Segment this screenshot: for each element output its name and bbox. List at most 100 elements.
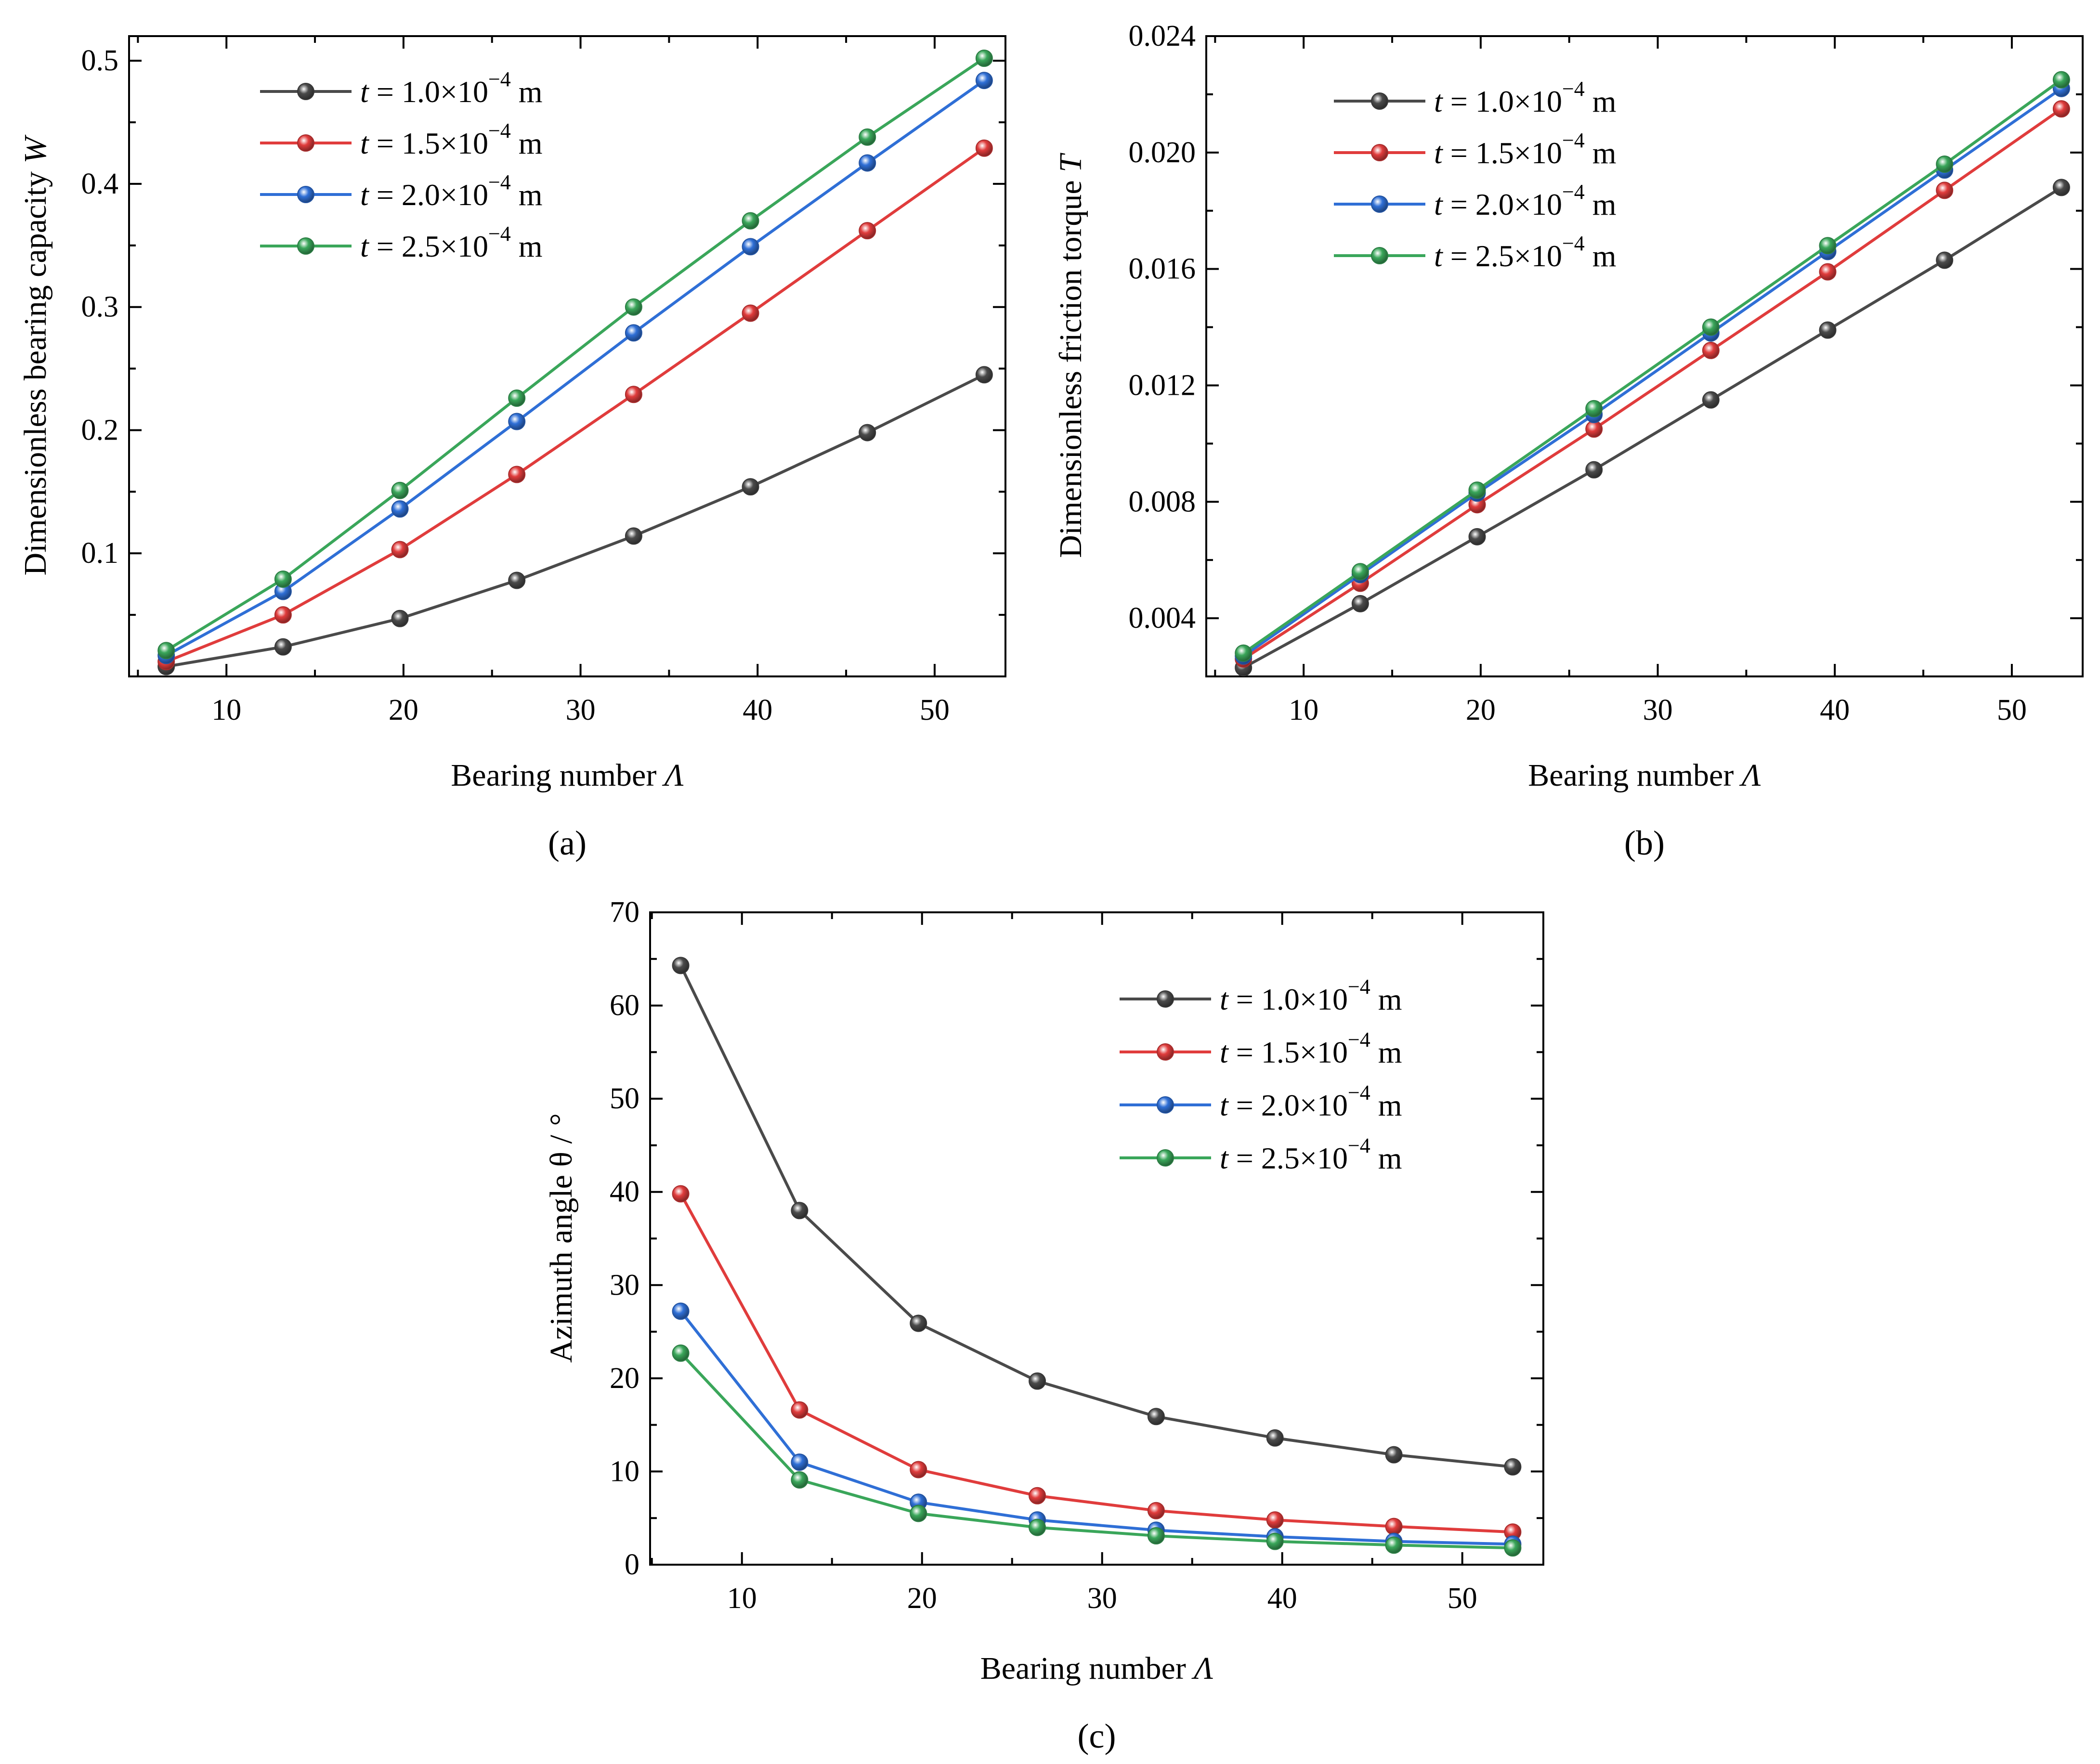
series-line bbox=[166, 373, 985, 668]
y-tick-label: 40 bbox=[610, 1176, 639, 1208]
data-point bbox=[975, 50, 993, 67]
legend-label: t = 1.5×10−4 m bbox=[360, 119, 543, 160]
x-tick-label: 40 bbox=[1820, 694, 1850, 726]
data-point bbox=[1266, 1532, 1284, 1550]
series-3 bbox=[157, 72, 993, 664]
y-tick-label: 0.2 bbox=[81, 414, 119, 446]
x-tick-label: 10 bbox=[727, 1582, 757, 1615]
series-line bbox=[679, 964, 1513, 1468]
data-point bbox=[672, 957, 690, 974]
legend-label: t = 1.0×10−4 m bbox=[1220, 975, 1402, 1016]
data-point bbox=[2052, 179, 2070, 196]
panel-c: 10 20 30 40 50 0 10 20 30 40 50 60 70 Bearing number … bbox=[544, 896, 1544, 1755]
series-2 bbox=[157, 139, 993, 671]
data-point bbox=[910, 1505, 927, 1522]
data-point bbox=[742, 304, 759, 322]
series-line bbox=[1242, 107, 2062, 661]
series-1 bbox=[672, 957, 1522, 1476]
x-tick-label: 50 bbox=[920, 694, 950, 726]
data-point bbox=[391, 610, 409, 627]
data-point bbox=[391, 481, 409, 499]
plot-frame bbox=[128, 35, 1006, 677]
x-tick-label: 10 bbox=[211, 694, 241, 726]
data-point bbox=[672, 1344, 690, 1362]
x-tick-label: 30 bbox=[1087, 1582, 1117, 1615]
data-point bbox=[1819, 237, 1837, 255]
data-point bbox=[1819, 321, 1837, 339]
legend-label: t = 2.0×10−4 m bbox=[1434, 180, 1617, 221]
legend-marker bbox=[297, 83, 314, 100]
data-point bbox=[1029, 1372, 1046, 1390]
data-point bbox=[910, 1314, 927, 1332]
data-point bbox=[2052, 71, 2070, 89]
data-point bbox=[859, 222, 876, 240]
legend-label: t = 2.5×10−4 m bbox=[360, 222, 543, 263]
series-line bbox=[165, 79, 985, 657]
y-tick-label: 0.4 bbox=[81, 168, 119, 200]
data-point bbox=[1385, 1446, 1403, 1464]
data-point bbox=[742, 212, 759, 230]
data-point bbox=[1147, 1502, 1165, 1519]
x-axis-title: Bearing number Λ bbox=[1528, 758, 1761, 793]
legend-marker bbox=[297, 186, 314, 203]
series-line bbox=[1242, 186, 2062, 669]
data-point bbox=[1585, 420, 1603, 438]
data-point bbox=[1585, 461, 1603, 479]
legend-marker bbox=[1157, 1096, 1174, 1114]
data-point bbox=[274, 570, 292, 588]
data-point bbox=[672, 1185, 690, 1203]
panel-label: (c) bbox=[1078, 1717, 1116, 1755]
data-point bbox=[1351, 595, 1369, 612]
x-tick-label: 40 bbox=[1267, 1582, 1297, 1615]
series-3 bbox=[672, 1302, 1522, 1553]
y-axis-title: Dimensionless bearing capacity W‾ bbox=[0, 135, 53, 576]
series-line bbox=[679, 1310, 1513, 1546]
y-tick-label: 0.020 bbox=[1129, 136, 1196, 169]
y-tick-label: 70 bbox=[610, 896, 639, 929]
legend-label: t = 1.5×10−4 m bbox=[1220, 1028, 1402, 1069]
data-point bbox=[742, 238, 759, 256]
data-point bbox=[1468, 481, 1486, 499]
x-tick-label: 20 bbox=[389, 694, 418, 726]
data-point bbox=[910, 1461, 927, 1479]
data-point bbox=[1504, 1458, 1522, 1476]
y-tick-label: 0.5 bbox=[81, 44, 119, 77]
series-line bbox=[165, 57, 985, 652]
data-point bbox=[742, 478, 759, 496]
legend-marker bbox=[1371, 92, 1388, 110]
legend-label: t = 1.5×10−4 m bbox=[1434, 129, 1617, 170]
x-tick-label: 30 bbox=[566, 694, 596, 726]
data-point bbox=[157, 642, 175, 660]
series-line bbox=[1242, 87, 2062, 658]
data-point bbox=[274, 638, 292, 656]
data-point bbox=[975, 139, 993, 157]
series-2 bbox=[672, 1185, 1522, 1541]
data-point bbox=[1936, 182, 1954, 199]
data-point bbox=[1351, 563, 1369, 581]
y-tick-label: 0 bbox=[625, 1548, 639, 1581]
data-point bbox=[1504, 1539, 1522, 1557]
data-point bbox=[975, 366, 993, 384]
y-axis-title: Dimensionless friction torque T bbox=[1053, 153, 1088, 558]
y-tick-label: 50 bbox=[610, 1082, 639, 1115]
data-point bbox=[391, 541, 409, 558]
data-point bbox=[791, 1453, 809, 1471]
data-point bbox=[274, 606, 292, 624]
data-point bbox=[508, 413, 526, 430]
data-point bbox=[1468, 528, 1486, 545]
data-point bbox=[1936, 156, 1954, 173]
y-tick-label: 0.3 bbox=[81, 291, 119, 324]
y-tick-label: 10 bbox=[610, 1455, 639, 1488]
series-4 bbox=[672, 1344, 1522, 1557]
data-point bbox=[1819, 263, 1837, 281]
data-point bbox=[1385, 1536, 1403, 1554]
legend-label: t = 2.5×10−4 m bbox=[1434, 232, 1617, 273]
data-point bbox=[672, 1302, 690, 1320]
data-point bbox=[508, 466, 526, 483]
data-point bbox=[1266, 1429, 1284, 1447]
data-point bbox=[1702, 391, 1720, 409]
y-tick-label: 20 bbox=[610, 1362, 639, 1395]
data-point bbox=[791, 1401, 809, 1419]
plot-frame bbox=[649, 911, 1544, 1566]
